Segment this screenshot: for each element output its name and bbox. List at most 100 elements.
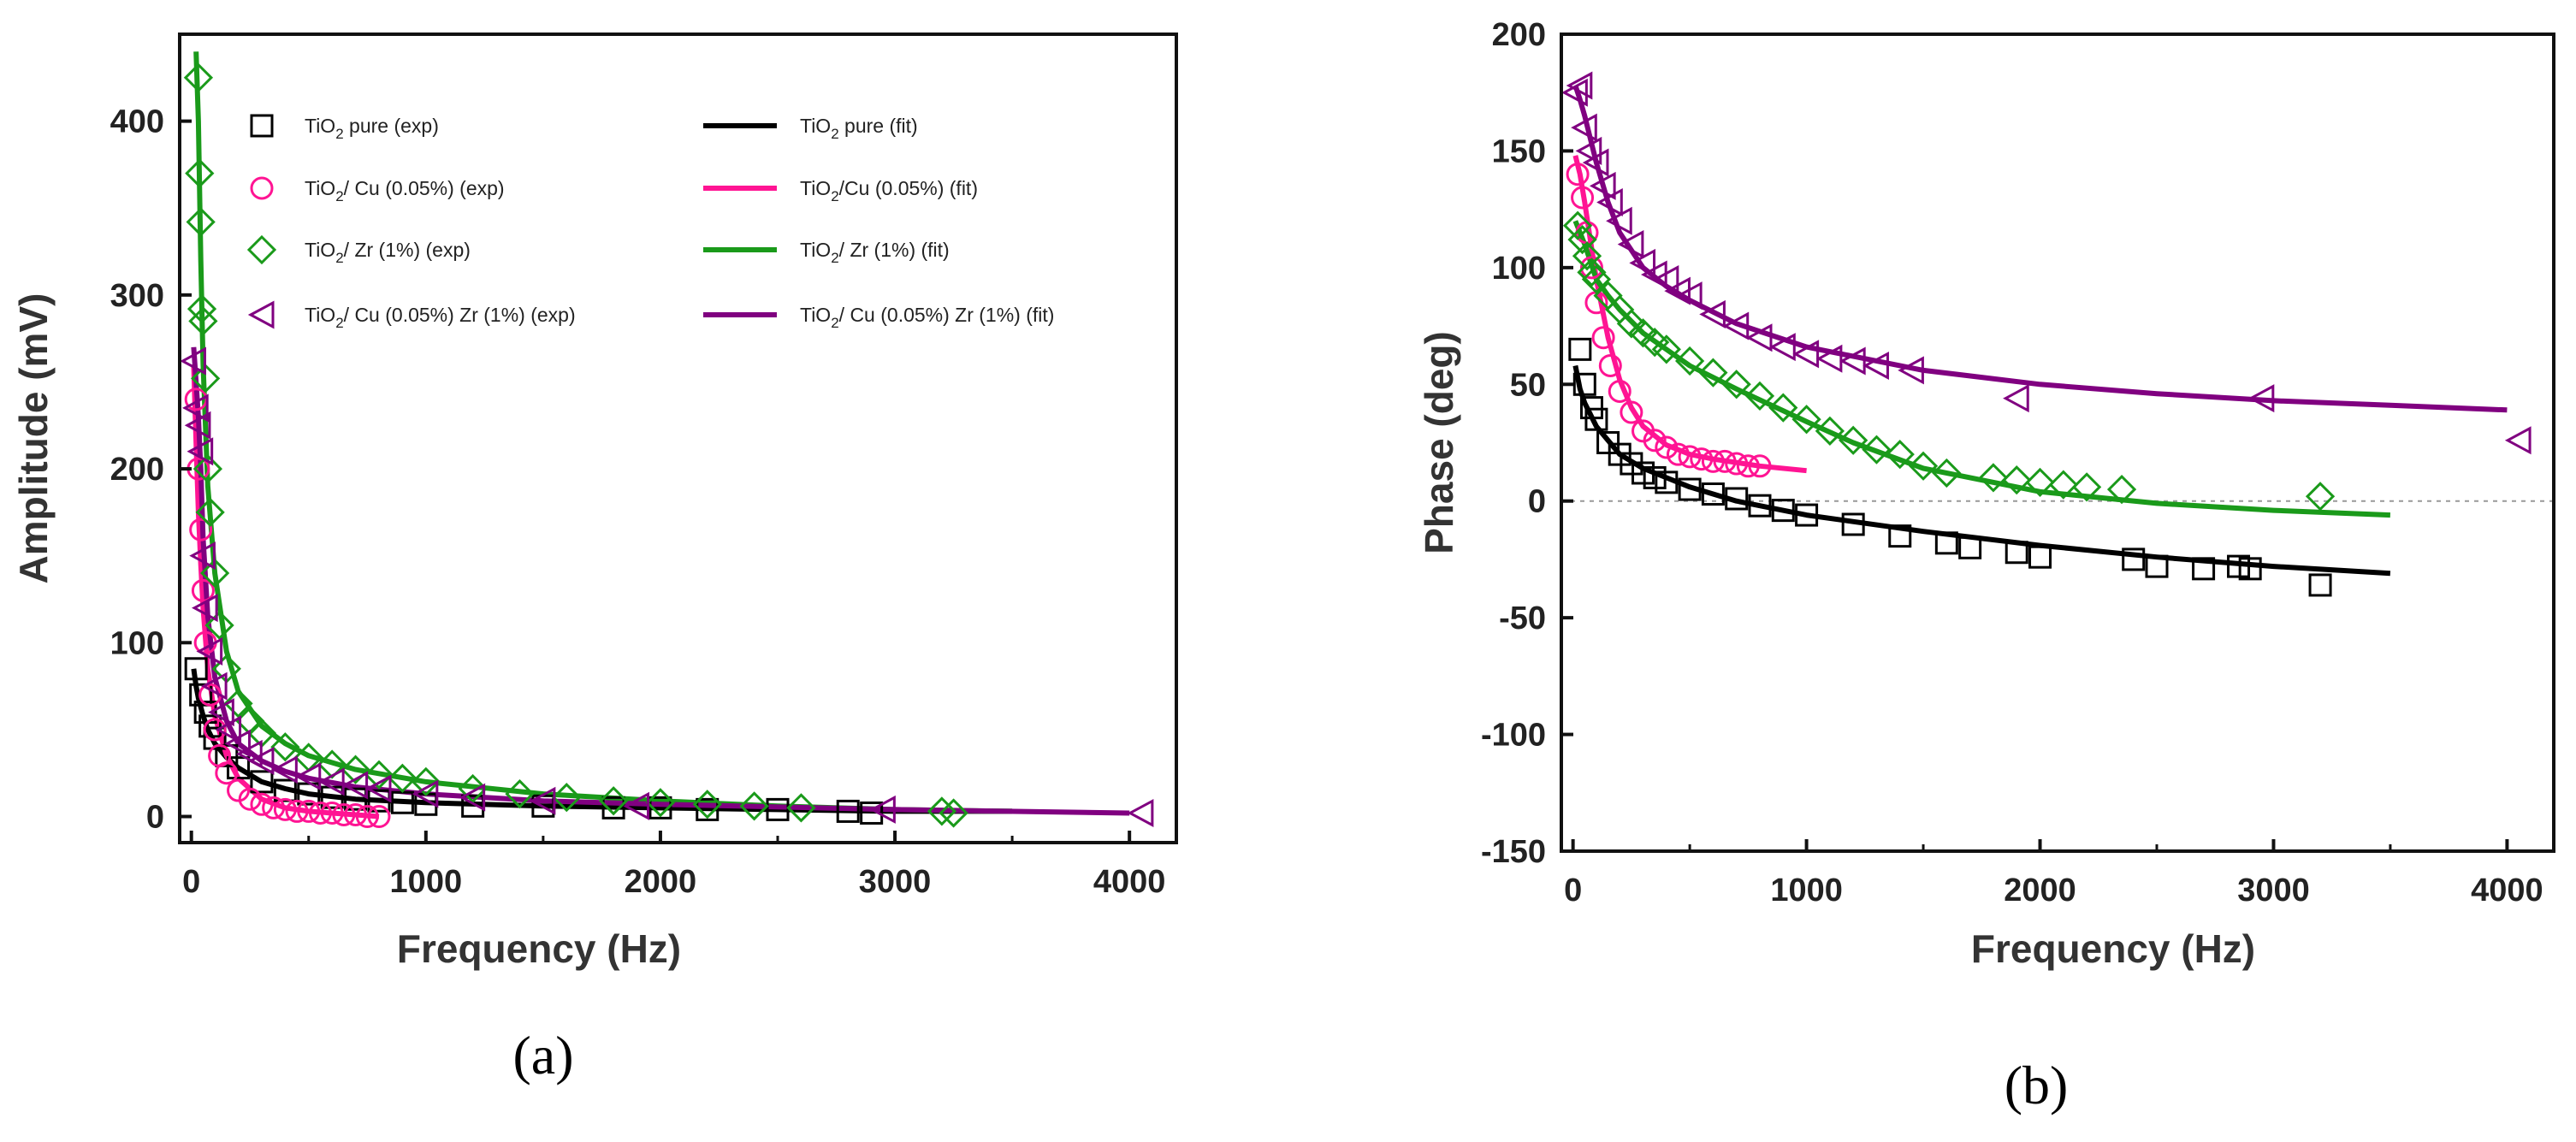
b-zr-fit-line	[1572, 220, 2391, 518]
a-zr-exp-point	[188, 306, 218, 336]
a-zr-exp-point	[186, 207, 216, 237]
chart-panel-b: 0 1000 2000 3000 4000 -150 -100 -50 0 50 100 150 200…	[1417, 17, 2555, 1115]
b-zr-exp-point	[1628, 318, 1658, 348]
b-cuzr-exp-point	[1769, 333, 1796, 362]
b-pure-exp-point	[1958, 535, 1982, 559]
b-cuzr-exp-point	[1652, 264, 1679, 294]
a-zr-exp-point	[692, 790, 722, 820]
b-x-tick-label: 1000	[1770, 873, 1843, 908]
b-pure-exp-point	[1771, 499, 1795, 523]
b-zr-exp-point	[1908, 451, 1939, 481]
b-pure-exp-point	[1596, 431, 1620, 454]
b-pure-exp-point	[1643, 465, 1667, 489]
b-cuzr-exp-point	[1898, 356, 1924, 385]
a-cuzr-exp-point	[189, 541, 216, 571]
a-zr-exp-point	[191, 364, 221, 393]
b-cuzr-exp-point	[1571, 113, 1597, 142]
a-cu-exp-point	[344, 802, 368, 826]
b-cu-exp-point	[1701, 449, 1725, 473]
b-pure-exp-point	[2227, 554, 2251, 578]
a-x-tick-label: 1000	[390, 864, 463, 900]
a-cuzr-exp-point	[208, 698, 234, 727]
b-pure-exp-point	[2192, 557, 2216, 581]
b-zr-exp-point	[2106, 474, 2137, 505]
a-legend-label-pure-exp: TiO2 pure (exp)	[305, 115, 439, 142]
b-zr-exp-point	[1932, 458, 1962, 488]
a-pure-exp-point	[189, 683, 213, 707]
a-zr-exp-point	[505, 778, 535, 809]
b-cuzr-exp-point	[1675, 281, 1703, 311]
a-legend-label-pure-fit: TiO2 pure (fit)	[800, 115, 918, 142]
b-x-tick-label: 2000	[2004, 873, 2076, 908]
a-zr-exp-point	[185, 158, 215, 188]
b-zr-exp-point	[2048, 470, 2078, 500]
a-pure-exp-point	[227, 756, 251, 780]
a-zr-exp-point	[645, 788, 676, 818]
a-zr-exp-point	[183, 62, 214, 92]
a-legend-label-cuzr-fit: TiO2/ Cu (0.05%) Zr (1%) (fit)	[800, 304, 1054, 331]
b-x-tick-label: 3000	[2237, 873, 2310, 908]
b-cu-exp-point	[1579, 256, 1603, 280]
a-cuzr-exp-point	[215, 715, 242, 744]
a-x-axis-title: Frequency (Hz)	[397, 926, 681, 971]
a-cu-exp-point	[367, 805, 391, 829]
a-cu-exp-point	[238, 787, 262, 811]
b-y-tick-label: 50	[1510, 367, 1546, 403]
a-zr-exp-point	[739, 791, 769, 821]
b-zr-exp-point	[1616, 309, 1647, 339]
a-x-tick-label: 3000	[859, 864, 932, 900]
b-zr-exp-point	[1744, 381, 1775, 411]
a-zr-exp-point	[195, 497, 225, 527]
a-legend-marker-zr-exp	[246, 234, 277, 265]
b-pure-exp-point	[1795, 503, 1819, 527]
b-zr-exp-point	[1651, 334, 1681, 364]
b-cu-exp-point	[1643, 429, 1667, 453]
b-cu-exp-point	[1591, 326, 1615, 350]
a-cuzr-exp-point	[200, 672, 228, 701]
b-cu-exp-point	[1566, 163, 1590, 186]
b-x-tick-label: 4000	[2471, 873, 2543, 908]
a-cu-exp-point	[297, 799, 321, 823]
b-zr-exp-point	[2002, 465, 2032, 495]
b-cu-exp-point	[1620, 400, 1643, 424]
b-cuzr-exp-point	[2003, 384, 2029, 413]
b-cuzr-exp-point	[1589, 171, 1616, 200]
chart-panel-a: 0 1000 2000 3000 4000 0 100 200 300 400 Frequency …	[11, 33, 1178, 1086]
a-legend-label-cu-fit: TiO2/Cu (0.05%) (fit)	[800, 177, 978, 204]
a-pure-exp-point	[860, 801, 884, 825]
a-x-tick-label: 0	[182, 864, 200, 900]
b-cu-exp-point	[1571, 186, 1595, 210]
b-cuzr-exp-point	[1862, 351, 1889, 380]
a-pure-exp-point	[198, 714, 222, 738]
b-y-tick-label: 200	[1492, 17, 1546, 53]
b-cuzr-exp-point	[1561, 78, 1588, 107]
b-y-tick-label: -150	[1481, 834, 1546, 870]
b-cu-exp-point	[1736, 454, 1760, 478]
a-cuzr-exp-point	[182, 393, 209, 423]
b-y-tick-label: 150	[1492, 133, 1546, 169]
b-pure-exp-point	[1934, 531, 1958, 555]
a-legend-label-cuzr-exp: TiO2/ Cu (0.05%) Zr (1%) (exp)	[305, 304, 576, 331]
a-y-tick-label: 400	[110, 104, 164, 140]
a-zr-exp-point	[192, 453, 223, 484]
b-cu-exp-point	[1713, 449, 1737, 473]
b-zr-exp-point	[2305, 482, 2336, 512]
b-cuzr-exp-point	[1606, 206, 1632, 235]
b-cu-exp-point	[1655, 435, 1679, 459]
a-cu-exp-point	[191, 578, 215, 602]
a-x-tick-label: 4000	[1093, 864, 1166, 900]
a-cuzr-exp-point	[271, 755, 298, 784]
a-legend: TiO2 pure (exp) TiO2/ Cu (0.05%) (exp) TiO…	[246, 114, 1054, 331]
b-cu-fit-line	[1572, 155, 1807, 474]
b-y-tick-label: -100	[1481, 718, 1546, 754]
a-pure-exp-point	[696, 797, 720, 821]
a-zr-exp-point	[552, 783, 582, 813]
a-panel-label: (a)	[512, 1025, 573, 1086]
b-zr-exp-point	[1562, 210, 1593, 240]
b-cu-exp-point	[1690, 447, 1714, 471]
a-plot-frame	[178, 33, 1178, 844]
b-cuzr-exp-point	[1839, 346, 1866, 376]
a-cuzr-exp-point	[364, 774, 392, 803]
b-cu-exp-point	[1608, 379, 1631, 403]
a-cuzr-exp-point	[529, 786, 556, 815]
